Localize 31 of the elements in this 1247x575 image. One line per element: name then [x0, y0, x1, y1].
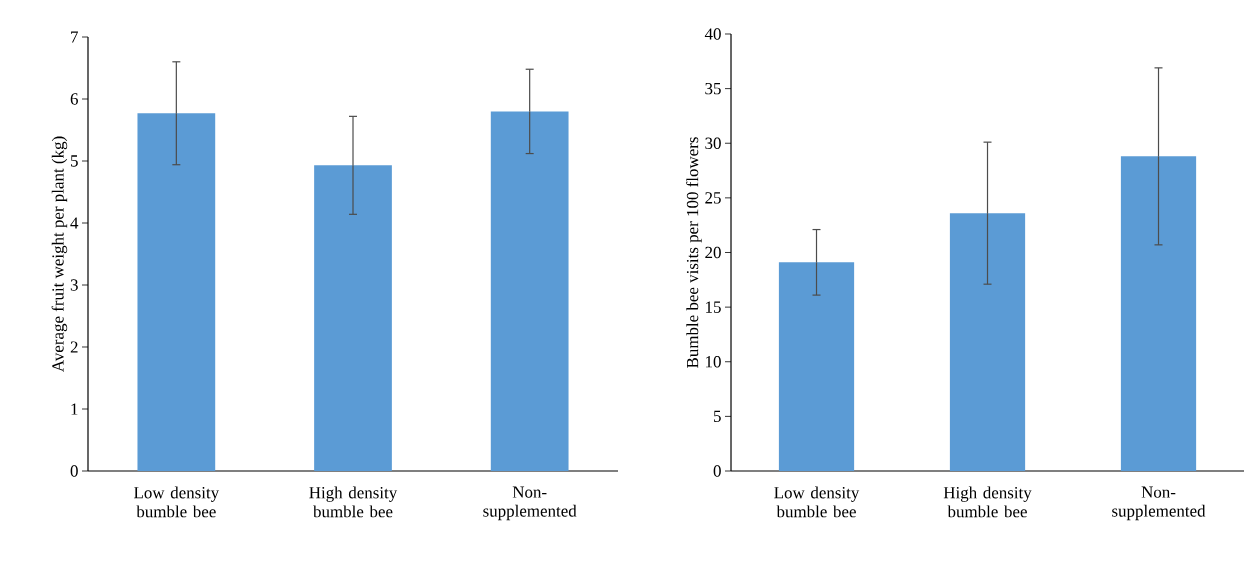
- y-tick-label: 0: [70, 465, 78, 477]
- y-tick-label: 2: [70, 341, 78, 353]
- y-tick-label: 0: [713, 465, 721, 477]
- y-tick-label: 5: [71, 155, 78, 167]
- y-tick-label: 20: [705, 246, 721, 259]
- y-tick-label: 35: [705, 82, 721, 95]
- bar: [490, 111, 569, 471]
- y-tick-label: 3: [70, 279, 78, 291]
- y-axis-title: Bumble bee visits per 100 flowers: [686, 137, 702, 368]
- x-tick-label: Non-supplemented: [1112, 486, 1206, 521]
- bar: [137, 113, 216, 471]
- x-tick-label: High density bumble bee: [943, 486, 1032, 518]
- y-axis-title: Average fruit weight per plant (kg): [51, 136, 68, 372]
- y-tick-label: 30: [705, 137, 721, 149]
- y-tick-label: 4: [70, 217, 79, 229]
- y-tick-label: 5: [714, 410, 721, 423]
- x-tick-label: Non-supplemented: [483, 486, 577, 521]
- y-tick-label: 6: [70, 93, 78, 105]
- y-tick-label: 15: [706, 301, 721, 313]
- y-tick-label: 7: [71, 31, 78, 43]
- x-tick-label: Low density bumble bee: [774, 486, 860, 518]
- y-tick-label: 40: [704, 28, 721, 40]
- bar: [778, 262, 855, 471]
- y-tick-label: 25: [705, 192, 721, 204]
- bar: [949, 213, 1026, 471]
- bar: [314, 165, 392, 471]
- y-tick-label: 10: [706, 356, 721, 368]
- y-tick-label: 1: [71, 403, 78, 415]
- x-tick-label: High density bumble bee: [309, 486, 398, 518]
- bar: [1120, 156, 1197, 471]
- x-tick-label: Low density bumble bee: [134, 486, 220, 518]
